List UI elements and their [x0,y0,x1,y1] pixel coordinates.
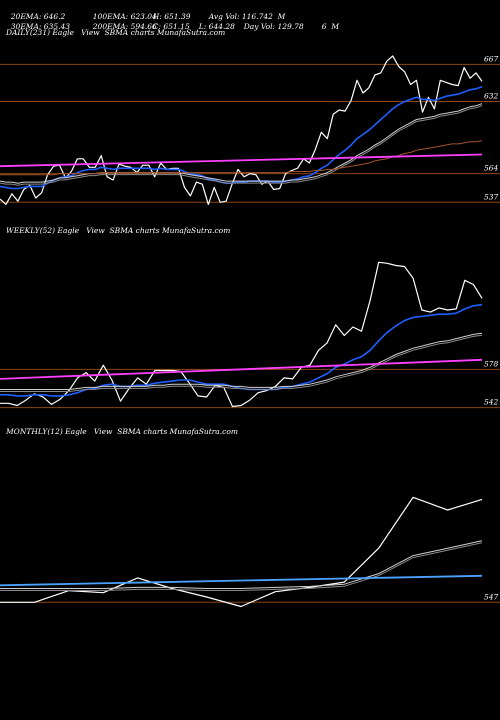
daily-tick-label-2: 564 [484,164,499,173]
daily-series-support [0,153,483,168]
monthly-series-monthly-ema [0,574,483,587]
weekly-series-support [0,358,483,380]
weekly-panel-title: WEEKLY(52) Eagle View SBMA charts Munafa… [6,226,231,235]
monthly-series-ema-long [0,540,483,589]
daily-series-ema-long [0,103,483,184]
header-ema200: 200EMA: 594.66 [92,22,157,31]
header-ema20: 20EMA: 646.2 [10,12,66,21]
monthly-tick-label-0: 547 [484,592,499,601]
daily-tick-label-3: 537 [484,192,499,201]
header-row-1: 20EMA: 646.2 100EMA: 623.04H: 651.39 Avg V… [6,3,286,21]
header-high: H: 651.39 [152,12,191,21]
weekly-tick-label-0: 578 [484,359,499,368]
daily-series-ema-200 [0,140,483,176]
header-close: C: 651.15 [152,22,190,31]
weekly-series-ema-short [0,303,483,397]
header-ema30: 30EMA: 635.43 [10,22,71,31]
monthly-series-ema-long-shadow [0,542,483,591]
daily-tick-label-1: 632 [484,92,499,101]
header-low: L: 644.28 [198,22,235,31]
daily-tick-label-0: 667 [484,54,499,63]
header-row-2: 30EMA: 635.43 200EMA: 594.66C: 651.15 L: 6… [6,13,339,31]
header-avg-vol: Avg Vol: 116.742 M [208,12,286,21]
weekly-series-ema-long [0,332,483,390]
daily-panel-title: DAILY(231) Eagle View SBMA charts Munafa… [6,28,226,37]
weekly-series-price [0,261,483,408]
monthly-series-price [0,496,483,608]
header-vol-unit: 6 M [321,22,340,31]
daily-series-ema-long-shadow [0,105,483,186]
monthly-panel-title: MONTHLY(12) Eagle View SBMA charts Munaf… [6,427,238,436]
header-ema100: 100EMA: 623.04 [92,12,157,21]
weekly-series-ema-long-shadow [0,334,483,392]
header-day-vol: Day Vol: 129.78 [243,22,304,31]
weekly-tick-label-1: 542 [484,398,499,407]
daily-series-ema-short [0,85,483,190]
